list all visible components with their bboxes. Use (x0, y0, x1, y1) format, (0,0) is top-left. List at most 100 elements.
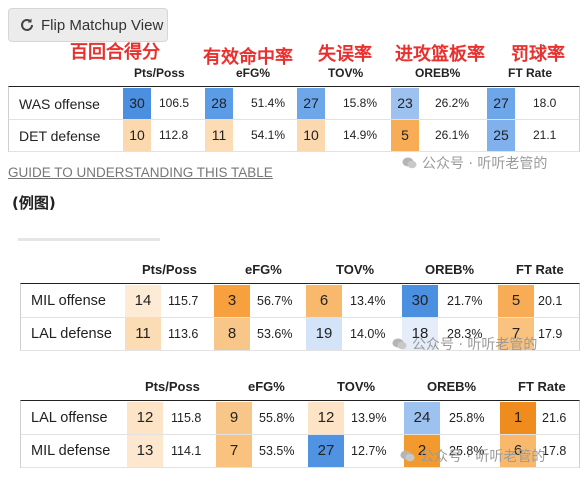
value-cell: 13.9% (351, 411, 387, 425)
value-cell: 112.8 (159, 128, 189, 142)
value-cell: 25.8% (449, 411, 485, 425)
value-cell: 13.4% (350, 294, 386, 308)
value-cell: 53.6% (257, 327, 293, 341)
rank-cell: 13 (127, 435, 163, 467)
matchup-table-lal-mil: LAL offense MIL defense 12 115.8 9 55.8% 12 1… (20, 400, 580, 468)
value-cell: 56.7% (257, 294, 293, 308)
wechat-icon (400, 450, 415, 462)
header-pts-poss: Pts/Poss (145, 379, 200, 394)
value-cell: 26.1% (435, 128, 470, 142)
value-cell: 21.7% (447, 294, 483, 308)
header-pts-poss: Pts/Poss (134, 66, 185, 80)
rank-cell: 24 (404, 402, 440, 434)
table-row: DET defense (9, 120, 579, 152)
table-row: LAL defense (21, 318, 579, 351)
row-label: LAL offense (31, 410, 108, 426)
value-cell: 21.6 (542, 411, 567, 425)
rank-cell: 12 (308, 402, 344, 434)
rank-cell: 30 (123, 88, 151, 119)
matchup-table-mil-lal: MIL offense LAL defense 14 115.7 3 56.7% 6 13… (20, 283, 580, 351)
value-cell: 17.9 (538, 327, 563, 341)
header-ft-rate: FT Rate (518, 379, 566, 394)
value-cell: 53.5% (259, 444, 295, 458)
rank-cell: 27 (308, 435, 344, 467)
value-cell: 12.7% (351, 444, 387, 458)
watermark-text: 公众号 · 听听老管的 (422, 156, 548, 172)
header-efg: eFG% (248, 379, 285, 394)
rank-cell: 11 (125, 318, 161, 350)
header-tov: TOV% (328, 66, 364, 80)
annotation-efg: 有效命中率 (203, 47, 293, 68)
row-label: DET defense (19, 128, 101, 144)
flip-matchup-button[interactable]: Flip Matchup View (8, 8, 168, 42)
value-cell: 55.8% (259, 411, 295, 425)
rank-cell: 10 (123, 120, 151, 151)
row-label: MIL offense (31, 293, 106, 309)
value-cell: 14.9% (343, 128, 378, 142)
value-cell: 28.3% (447, 327, 483, 341)
rank-cell: 11 (205, 120, 233, 151)
value-cell: 26.2% (435, 96, 470, 110)
rank-cell: 6 (306, 285, 342, 317)
watermark-text: 公众号 · 听听老管的 (412, 337, 538, 353)
value-cell: 17.8 (542, 444, 567, 458)
value-cell: 113.6 (168, 327, 199, 341)
annotation-ft: 罚球率 (511, 44, 565, 65)
rank-cell: 30 (402, 285, 438, 317)
rank-cell: 27 (297, 88, 325, 119)
value-cell: 14.0% (350, 327, 386, 341)
example-label: (例图) (12, 194, 56, 212)
header-tov: TOV% (336, 262, 375, 277)
table-row: LAL offense (21, 402, 579, 435)
annotation-pts-poss: 百回合得分 (70, 42, 160, 63)
value-cell: 25.8% (449, 444, 485, 458)
header-oreb: OREB% (425, 262, 475, 277)
rank-cell: 5 (391, 120, 419, 151)
rank-cell: 14 (125, 285, 161, 317)
wechat-icon (402, 157, 417, 169)
rank-cell: 7 (216, 435, 252, 467)
rank-cell: 7 (498, 318, 534, 350)
value-cell: 18.0 (533, 96, 557, 110)
value-cell: 115.8 (171, 411, 202, 425)
value-cell: 114.1 (171, 444, 202, 458)
header-oreb: OREB% (427, 379, 477, 394)
watermark-text: 公众号 · 听听老管的 (420, 449, 546, 465)
table-row: MIL offense (21, 285, 579, 318)
header-efg: eFG% (245, 262, 282, 277)
value-cell: 15.8% (343, 96, 378, 110)
rank-cell: 8 (214, 318, 250, 350)
table-row: MIL defense (21, 435, 579, 468)
header-oreb: OREB% (415, 66, 461, 80)
annotation-tov: 失误率 (318, 44, 372, 65)
rank-cell: 3 (214, 285, 250, 317)
header-ft-rate: FT Rate (516, 262, 564, 277)
rank-cell: 25 (487, 120, 515, 151)
rank-cell: 27 (487, 88, 515, 119)
rank-cell: 12 (127, 402, 163, 434)
table-row: WAS offense (9, 88, 579, 120)
row-label: WAS offense (19, 96, 100, 112)
header-tov: TOV% (337, 379, 376, 394)
rank-cell: 23 (391, 88, 419, 119)
rank-cell: 5 (498, 285, 534, 317)
rank-cell: 2 (404, 435, 440, 467)
rank-cell: 18 (402, 318, 438, 350)
value-cell: 106.5 (159, 96, 190, 110)
value-cell: 54.1% (251, 128, 286, 142)
rank-cell: 6 (500, 435, 536, 467)
matchup-table-was-det: WAS offense DET defense 30 106.5 28 51.4% 27… (8, 86, 580, 152)
flip-matchup-label: Flip Matchup View (41, 16, 164, 34)
row-label: MIL defense (31, 443, 111, 459)
rank-cell: 19 (306, 318, 342, 350)
value-cell: 20.1 (538, 294, 563, 308)
guide-link[interactable]: GUIDE TO UNDERSTANDING THIS TABLE (8, 165, 273, 180)
value-cell: 115.7 (168, 294, 199, 308)
row-label: LAL defense (31, 326, 112, 342)
watermark: 公众号 · 听听老管的 (402, 153, 547, 173)
wechat-icon (392, 338, 407, 350)
header-pts-poss: Pts/Poss (142, 262, 197, 277)
rank-cell: 28 (205, 88, 233, 119)
watermark: 公众号 · 听听老管的 (400, 446, 545, 466)
rank-cell: 9 (216, 402, 252, 434)
